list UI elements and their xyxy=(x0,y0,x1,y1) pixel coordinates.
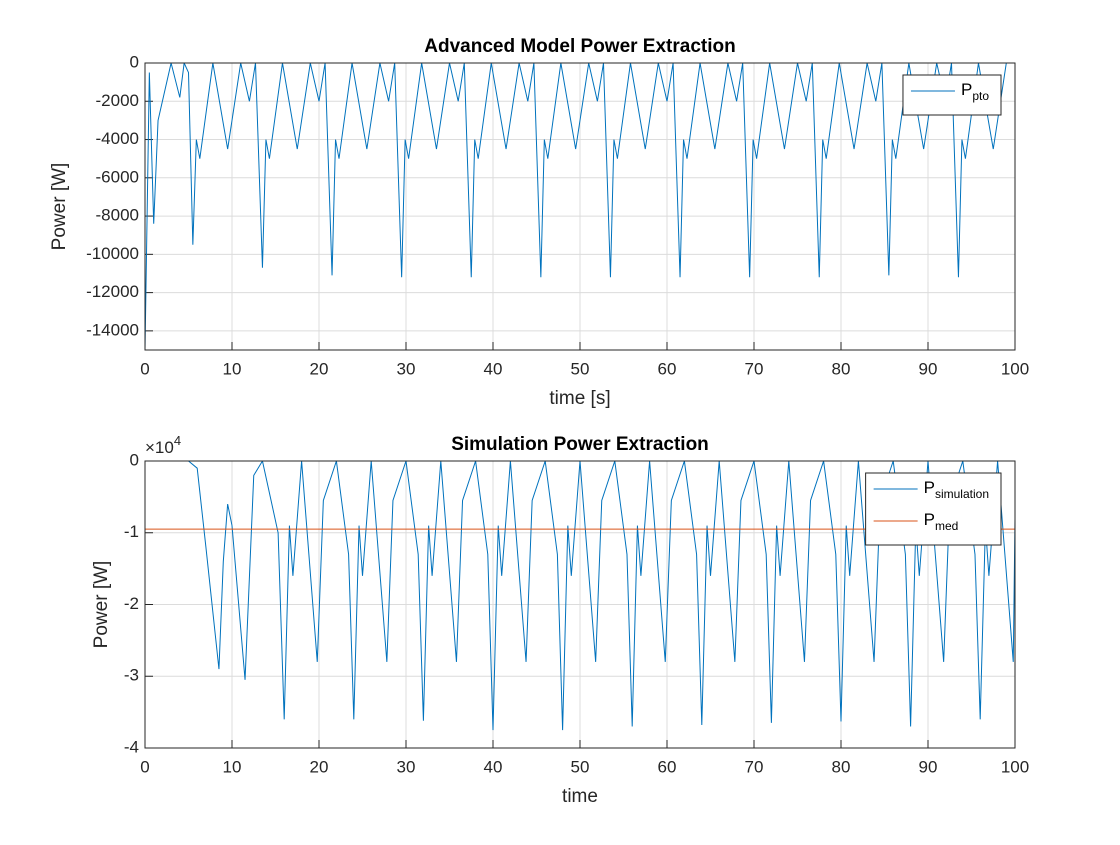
x-tick-label: 30 xyxy=(397,359,416,378)
legend-box xyxy=(902,74,1002,116)
x-axis-label: time [s] xyxy=(549,388,610,409)
multiplier-exponent: 4 xyxy=(174,433,181,448)
legend-label: Pmed xyxy=(924,510,959,533)
data-line xyxy=(145,63,1015,350)
x-tick-label: 30 xyxy=(397,757,416,776)
y-tick-label: -8000 xyxy=(96,206,139,225)
x-tick-label: 50 xyxy=(571,757,590,776)
legend-label: Ppto xyxy=(961,80,989,103)
x-tick-label: 10 xyxy=(223,359,242,378)
x-tick-label: 100 xyxy=(1001,359,1029,378)
y-tick-label: -12000 xyxy=(86,282,139,301)
y-tick-label: -1 xyxy=(124,522,139,541)
x-tick-label: 40 xyxy=(484,757,503,776)
multiplier-base: ×10 xyxy=(145,438,174,457)
x-tick-label: 80 xyxy=(832,757,851,776)
x-axis-label: time xyxy=(562,786,598,807)
x-tick-label: 80 xyxy=(832,359,851,378)
y-multiplier: ×104 xyxy=(145,433,181,457)
y-tick-label: 0 xyxy=(130,52,139,71)
y-tick-label: -3 xyxy=(124,666,139,685)
x-tick-label: 60 xyxy=(658,757,677,776)
x-tick-label: 50 xyxy=(571,359,590,378)
x-tick-label: 90 xyxy=(919,757,938,776)
y-tick-label: -2000 xyxy=(96,91,139,110)
x-tick-label: 20 xyxy=(310,757,329,776)
axes-box xyxy=(144,460,1016,749)
y-tick-label: -4000 xyxy=(96,129,139,148)
axes-box xyxy=(144,62,1016,351)
y-tick-label: -10000 xyxy=(86,244,139,263)
y-tick-label: -6000 xyxy=(96,167,139,186)
legend-box xyxy=(865,472,1002,546)
y-tick-label: -4 xyxy=(124,737,139,756)
x-tick-label: 40 xyxy=(484,359,503,378)
x-tick-label: 70 xyxy=(745,359,764,378)
legend-label: Psimulation xyxy=(924,478,989,501)
y-axis-label: Power [W] xyxy=(49,163,70,251)
x-tick-label: 0 xyxy=(140,359,149,378)
y-tick-label: -14000 xyxy=(86,320,139,339)
x-tick-label: 10 xyxy=(223,757,242,776)
legend: Ppto xyxy=(902,74,1002,116)
x-tick-label: 0 xyxy=(140,757,149,776)
legend-subscript: pto xyxy=(972,89,989,103)
chart-title: Simulation Power Extraction xyxy=(451,434,709,455)
y-tick-label: -2 xyxy=(124,594,139,613)
x-tick-label: 60 xyxy=(658,359,677,378)
x-tick-label: 70 xyxy=(745,757,764,776)
y-tick-label: 0 xyxy=(130,450,139,469)
legend-name: P xyxy=(924,510,935,529)
chart-title: Advanced Model Power Extraction xyxy=(424,36,735,57)
legend-name: P xyxy=(961,80,972,99)
y-axis-label: Power [W] xyxy=(91,561,112,649)
legend-subscript: simulation xyxy=(935,487,989,501)
x-tick-label: 20 xyxy=(310,359,329,378)
x-tick-label: 100 xyxy=(1001,757,1029,776)
legend-name: P xyxy=(924,478,935,497)
x-tick-label: 90 xyxy=(919,359,938,378)
legend-subscript: med xyxy=(935,519,958,533)
